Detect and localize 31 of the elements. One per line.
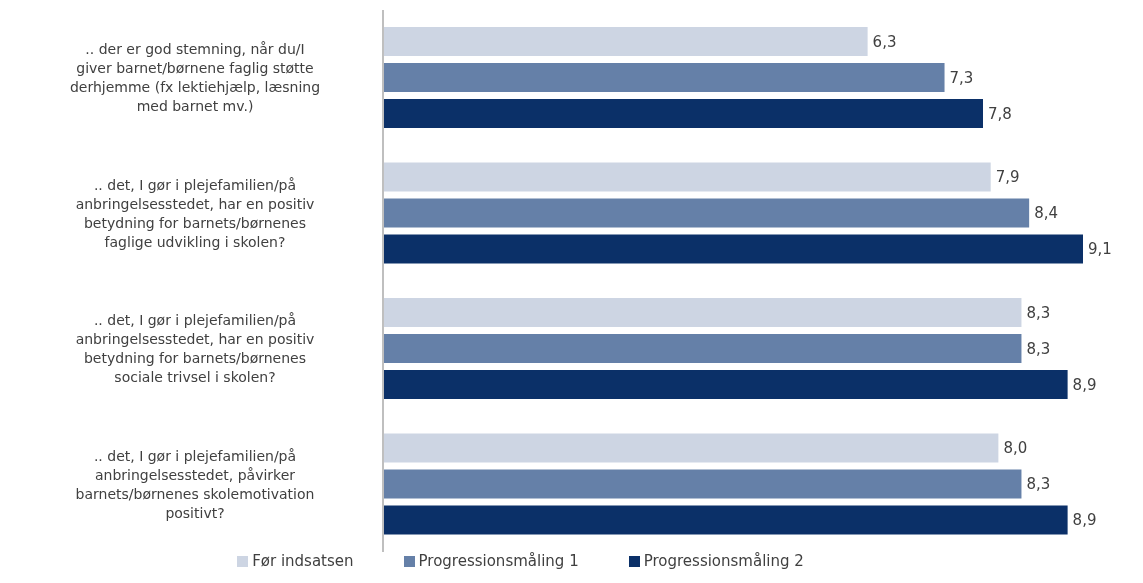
data-label: 7,9 xyxy=(995,168,1020,187)
bar xyxy=(383,433,999,463)
bar xyxy=(383,63,945,92)
data-label: 6,3 xyxy=(872,32,897,51)
y-tick-label: .. der er god stemning, når du/I giver barnet/børnene faglig støtte derhjemme (fx lektiehjælp, læsning med barnet mv.) xyxy=(69,41,321,115)
bar xyxy=(383,162,991,192)
legend-label: Progressionsmåling 1 xyxy=(418,552,579,570)
data-label: 8,3 xyxy=(1026,303,1051,322)
y-tick-label: .. det, I gør i plejefamilien/på anbringelsesstedet, har en positiv betydning for barnets/børnenes faglige udvikling i skolen? xyxy=(75,176,315,250)
bar xyxy=(383,298,1022,327)
bar xyxy=(383,198,1030,228)
data-label: 9,1 xyxy=(1088,240,1112,259)
data-label: 8,9 xyxy=(1072,511,1097,530)
y-tick-label: .. det, I gør i plejefamilien/på anbringelsesstedet, påvirker barnets/børnenes skolemotivation positivt? xyxy=(75,447,315,521)
bar xyxy=(383,469,1022,499)
data-label: 7,8 xyxy=(988,104,1012,123)
bar xyxy=(383,27,868,56)
data-label: 8,3 xyxy=(1026,339,1051,358)
data-label: 7,3 xyxy=(949,68,974,87)
legend-label: Før indsatsen xyxy=(252,552,354,570)
bar xyxy=(383,334,1022,363)
bar xyxy=(383,370,1068,399)
bar xyxy=(383,99,983,128)
bar xyxy=(383,505,1068,535)
data-label: 8,0 xyxy=(1003,439,1028,458)
data-label: 8,3 xyxy=(1026,475,1051,494)
legend-label: Progressionsmåling 2 xyxy=(643,552,804,570)
y-tick-label: .. det, I gør i plejefamilien/på anbringelsesstedet, har en positiv betydning for barnets/børnenes sociale trivsel i skolen? xyxy=(75,312,315,386)
bar xyxy=(383,234,1083,264)
data-label: 8,9 xyxy=(1072,375,1097,394)
data-label: 8,4 xyxy=(1034,204,1059,223)
